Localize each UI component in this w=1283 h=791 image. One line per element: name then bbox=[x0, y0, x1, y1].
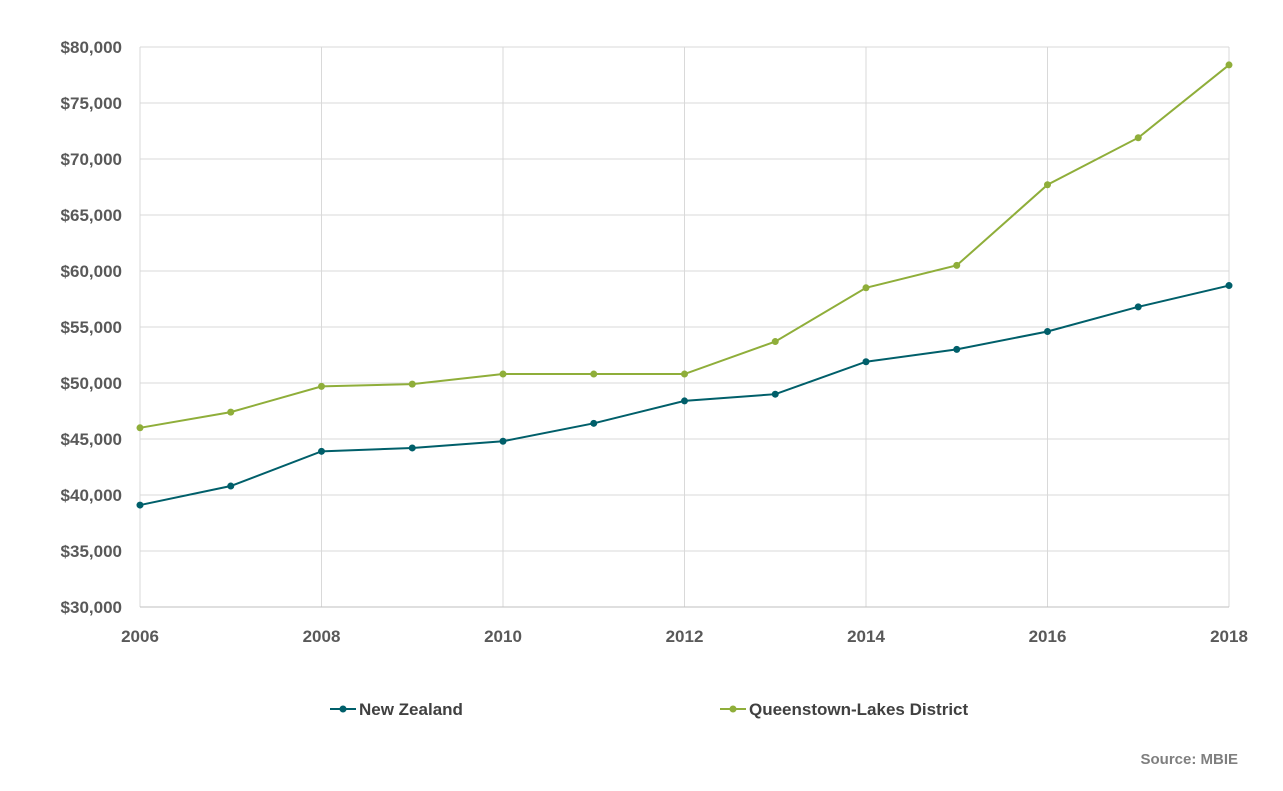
y-tick-label: $70,000 bbox=[61, 150, 122, 169]
data-point bbox=[499, 437, 507, 445]
legend-swatch-marker bbox=[339, 705, 347, 713]
x-tick-label: 2014 bbox=[847, 627, 885, 646]
legend-label: New Zealand bbox=[359, 700, 463, 719]
data-point bbox=[590, 419, 598, 427]
x-tick-label: 2016 bbox=[1029, 627, 1067, 646]
data-point bbox=[590, 370, 598, 378]
y-axis: $30,000 $35,000 $40,000 $45,000 $50,000 $55,0… bbox=[61, 38, 122, 617]
data-point bbox=[1134, 134, 1142, 142]
y-tick-label: $65,000 bbox=[61, 206, 122, 225]
x-tick-label: 2010 bbox=[484, 627, 522, 646]
data-point bbox=[953, 345, 961, 353]
y-tick-label: $60,000 bbox=[61, 262, 122, 281]
y-tick-label: $55,000 bbox=[61, 318, 122, 337]
data-point bbox=[318, 382, 325, 390]
data-point bbox=[1044, 327, 1051, 335]
data-point bbox=[227, 482, 235, 490]
x-tick-label: 2018 bbox=[1210, 627, 1248, 646]
x-tick-label: 2008 bbox=[303, 627, 341, 646]
data-point bbox=[681, 370, 688, 378]
x-axis: 2006 2008 2010 2012 2014 2016 2018 bbox=[121, 606, 1248, 646]
source-note: Source: MBIE bbox=[1140, 751, 1238, 768]
data-point bbox=[771, 338, 779, 346]
data-point bbox=[318, 447, 325, 455]
data-point bbox=[771, 390, 779, 398]
y-tick-label: $75,000 bbox=[61, 94, 122, 113]
data-point bbox=[408, 380, 416, 388]
y-tick-label: $30,000 bbox=[61, 598, 122, 617]
data-point bbox=[681, 397, 688, 405]
data-point bbox=[408, 444, 416, 452]
data-point bbox=[1044, 181, 1051, 189]
data-point bbox=[1134, 303, 1142, 311]
data-point bbox=[862, 284, 870, 292]
data-point bbox=[1225, 61, 1233, 69]
legend-label: Queenstown-Lakes District bbox=[749, 700, 969, 719]
data-point bbox=[227, 408, 235, 416]
data-point bbox=[862, 358, 870, 366]
data-point bbox=[136, 424, 144, 432]
legend: New Zealand Queenstown-Lakes District bbox=[330, 700, 969, 719]
legend-swatch-marker bbox=[729, 705, 737, 713]
y-tick-label: $35,000 bbox=[61, 542, 122, 561]
data-point bbox=[953, 261, 961, 269]
x-tick-label: 2006 bbox=[121, 627, 159, 646]
y-tick-label: $40,000 bbox=[61, 486, 122, 505]
y-tick-label: $80,000 bbox=[61, 38, 122, 57]
y-tick-label: $45,000 bbox=[61, 430, 122, 449]
y-tick-label: $50,000 bbox=[61, 374, 122, 393]
data-point bbox=[499, 370, 507, 378]
x-tick-label: 2012 bbox=[666, 627, 704, 646]
data-point bbox=[1225, 282, 1233, 290]
data-point bbox=[136, 501, 144, 509]
gridlines bbox=[139, 46, 1230, 608]
series-lines bbox=[136, 61, 1233, 509]
